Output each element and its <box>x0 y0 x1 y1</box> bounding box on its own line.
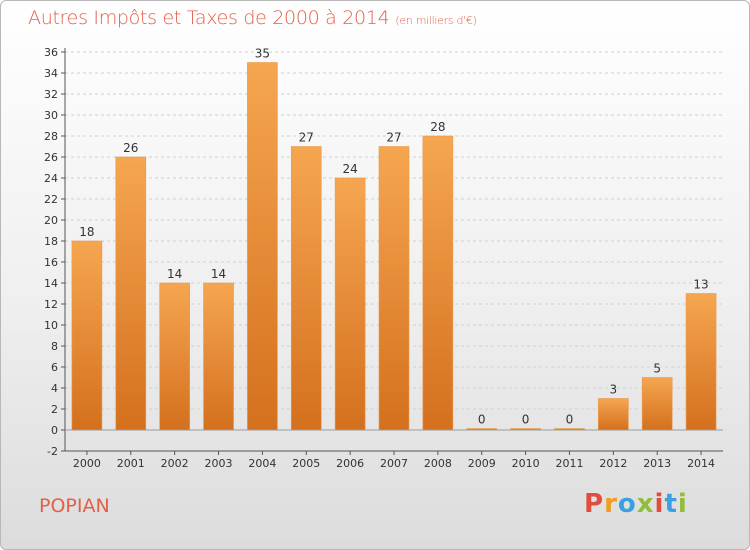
logo-letter: o <box>617 489 637 519</box>
data-label: 26 <box>123 141 138 155</box>
data-label: 35 <box>255 47 270 61</box>
labels: -202468101214161820222426283032343618200… <box>44 46 715 470</box>
chart-unit: (en milliers d'€) <box>395 14 477 27</box>
logo-letter: i <box>677 489 688 519</box>
logo-letter: P <box>584 489 605 519</box>
y-tick-label: 24 <box>44 172 58 185</box>
bar <box>641 377 673 431</box>
x-tick-label: 2002 <box>161 457 189 470</box>
y-tick-label: 26 <box>44 151 58 164</box>
y-tick-label: 6 <box>51 361 58 374</box>
data-label: 0 <box>478 413 486 427</box>
x-tick-label: 2006 <box>336 457 364 470</box>
y-tick-label: -2 <box>47 445 58 458</box>
x-tick-label: 2010 <box>512 457 540 470</box>
bar <box>290 146 322 431</box>
y-tick-label: 18 <box>44 235 58 248</box>
bar <box>422 135 454 431</box>
y-tick-label: 10 <box>44 319 58 332</box>
y-tick-label: 22 <box>44 193 58 206</box>
y-tick-label: 14 <box>44 277 58 290</box>
bar <box>71 240 103 431</box>
x-tick-label: 2008 <box>424 457 452 470</box>
data-label: 28 <box>430 120 445 134</box>
data-label: 14 <box>167 267 182 281</box>
data-label: 0 <box>566 413 574 427</box>
y-tick-label: 4 <box>51 382 58 395</box>
bar <box>378 146 410 431</box>
data-label: 24 <box>342 162 357 176</box>
chart-title: Autres Impôts et Taxes de 2000 à 2014 (en… <box>28 7 477 29</box>
data-label: 0 <box>522 413 530 427</box>
x-tick-label: 2012 <box>599 457 627 470</box>
logo-letter: t <box>664 489 678 519</box>
x-tick-label: 2014 <box>687 457 715 470</box>
y-tick-label: 16 <box>44 256 58 269</box>
logo-letter: r <box>604 489 618 519</box>
place-name: POPIAN <box>39 495 110 517</box>
y-tick-label: 28 <box>44 130 58 143</box>
y-tick-label: 30 <box>44 109 58 122</box>
data-label: 5 <box>653 362 661 376</box>
x-tick-label: 2005 <box>292 457 320 470</box>
x-tick-label: 2004 <box>248 457 276 470</box>
data-label: 13 <box>693 278 708 292</box>
bar <box>247 62 278 431</box>
bar <box>334 177 366 431</box>
data-label: 18 <box>79 225 94 239</box>
y-tick-label: 12 <box>44 298 58 311</box>
x-tick-label: 2011 <box>555 457 583 470</box>
bar <box>203 282 234 431</box>
bar <box>685 293 717 431</box>
x-tick-label: 2001 <box>117 457 145 470</box>
logo-letter: i <box>654 489 665 519</box>
bar <box>115 156 147 431</box>
y-tick-label: 36 <box>44 46 58 59</box>
axes <box>61 48 723 455</box>
bars <box>71 62 717 431</box>
data-label: 14 <box>211 267 226 281</box>
chart-title-text: Autres Impôts et Taxes de 2000 à 2014 <box>28 7 390 29</box>
x-tick-label: 2003 <box>205 457 233 470</box>
logo-letter: x <box>636 489 655 519</box>
y-tick-label: 8 <box>51 340 58 353</box>
y-tick-label: 20 <box>44 214 58 227</box>
data-label: 27 <box>299 131 314 145</box>
y-tick-label: 0 <box>51 424 58 437</box>
x-tick-label: 2013 <box>643 457 671 470</box>
y-tick-label: 34 <box>44 67 58 80</box>
x-tick-label: 2007 <box>380 457 408 470</box>
x-tick-label: 2009 <box>468 457 496 470</box>
data-label: 3 <box>610 383 618 397</box>
x-tick-label: 2000 <box>73 457 101 470</box>
y-tick-label: 32 <box>44 88 58 101</box>
bar <box>598 398 629 431</box>
proxiti-logo: Proxiti <box>584 489 688 519</box>
data-label: 27 <box>386 131 401 145</box>
y-tick-label: 2 <box>51 403 58 416</box>
bar <box>159 282 190 431</box>
